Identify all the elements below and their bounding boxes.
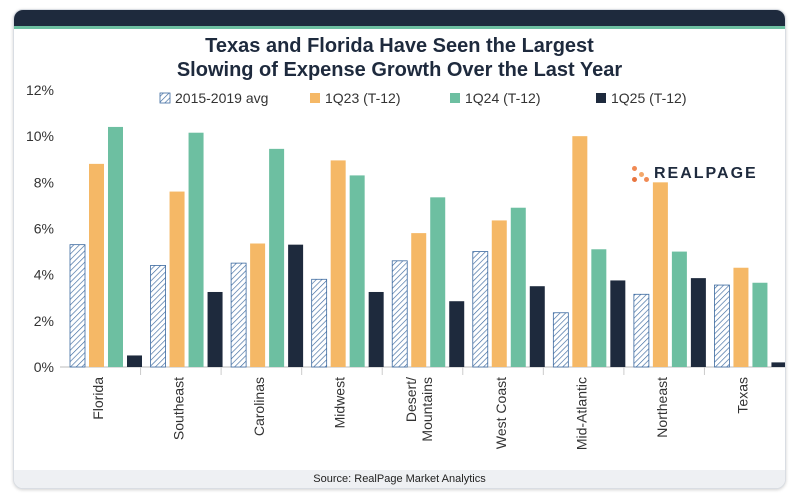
bar-6-2: [591, 249, 607, 367]
legend-label-1: 1Q23 (T-12): [325, 90, 400, 106]
legend-swatch-0: [159, 92, 171, 104]
chart-title-line2: Slowing of Expense Growth Over the Last …: [176, 59, 623, 81]
legend-swatch-1: [310, 93, 320, 103]
bar-7-1: [652, 182, 668, 367]
bar-3-1: [330, 160, 346, 367]
y-tick-label: 2%: [34, 313, 54, 329]
bar-3-2: [349, 175, 365, 367]
legend-label-0: 2015-2019 avg: [175, 90, 268, 106]
bar-5-3: [529, 286, 545, 367]
x-tick-label: Mid-Atlantic: [573, 377, 589, 450]
bar-2-0: [230, 262, 247, 368]
legend-label-2: 1Q24 (T-12): [465, 90, 540, 106]
legend-swatch-3: [596, 93, 606, 103]
x-tick-label: Midwest: [332, 377, 348, 428]
y-tick-label: 4%: [34, 267, 54, 283]
y-tick-label: 0%: [34, 359, 54, 375]
chart-title: Texas and Florida Have Seen the Largest …: [14, 34, 785, 82]
bar-7-2: [671, 251, 687, 367]
top-accent-line: [14, 26, 785, 29]
bar-1-1: [169, 191, 185, 367]
bar-1-3: [207, 291, 223, 367]
bar-6-0: [552, 312, 569, 368]
bar-6-3: [610, 280, 626, 367]
bar-8-0: [714, 284, 730, 368]
bar-5-1: [491, 220, 507, 367]
bar-4-1: [411, 233, 427, 367]
bar-0-3: [127, 355, 142, 367]
x-tick-label: Desert/Mountains: [403, 377, 435, 442]
realpage-logo-text: REALPAGE: [654, 165, 758, 182]
y-tick-label: 10%: [26, 128, 54, 144]
bar-4-3: [449, 301, 465, 367]
bar-6-1: [572, 136, 588, 367]
bar-5-0: [472, 251, 489, 368]
bar-4-0: [391, 260, 408, 368]
bar-2-1: [250, 243, 266, 367]
bar-7-3: [690, 278, 706, 367]
realpage-dots-icon: [632, 165, 650, 183]
y-tick-label: 8%: [34, 174, 54, 190]
x-tick-label: Florida: [90, 377, 106, 420]
bar-0-2: [108, 126, 123, 367]
bar-8-2: [752, 282, 768, 367]
bar-2-3: [288, 244, 304, 367]
x-tick-label: Carolinas: [251, 377, 267, 436]
legend-swatch-2: [450, 93, 460, 103]
y-tick-label: 6%: [34, 221, 54, 237]
bar-3-0: [311, 278, 328, 368]
top-bar: [14, 10, 785, 26]
source-footer: Source: RealPage Market Analytics: [14, 470, 785, 488]
bar-8-1: [733, 267, 749, 367]
bar-1-2: [188, 132, 204, 367]
bar-4-2: [430, 197, 446, 367]
chart-frame: Texas and Florida Have Seen the Largest …: [13, 9, 786, 489]
realpage-logo: REALPAGE: [632, 163, 758, 185]
x-tick-label: West Coast: [493, 377, 509, 449]
x-tick-label: Texas: [734, 377, 750, 414]
bar-8-3: [771, 362, 785, 367]
bar-7-0: [633, 293, 650, 368]
chart-title-line1: Texas and Florida Have Seen the Largest: [205, 35, 594, 57]
bar-chart: 0% 2% 4% 6% 8% 10% 12% Florida Southeast Carolina…: [26, 82, 785, 450]
bar-2-2: [269, 148, 285, 367]
y-tick-label: 12%: [26, 82, 54, 98]
bar-5-2: [510, 207, 526, 367]
x-tick-label: Southeast: [171, 377, 187, 440]
legend-label-3: 1Q25 (T-12): [611, 90, 686, 106]
bar-3-3: [368, 291, 384, 367]
bar-0-0: [69, 244, 86, 368]
bar-1-0: [150, 265, 166, 368]
x-tick-label: Northeast: [654, 377, 670, 438]
bar-0-1: [89, 163, 104, 367]
